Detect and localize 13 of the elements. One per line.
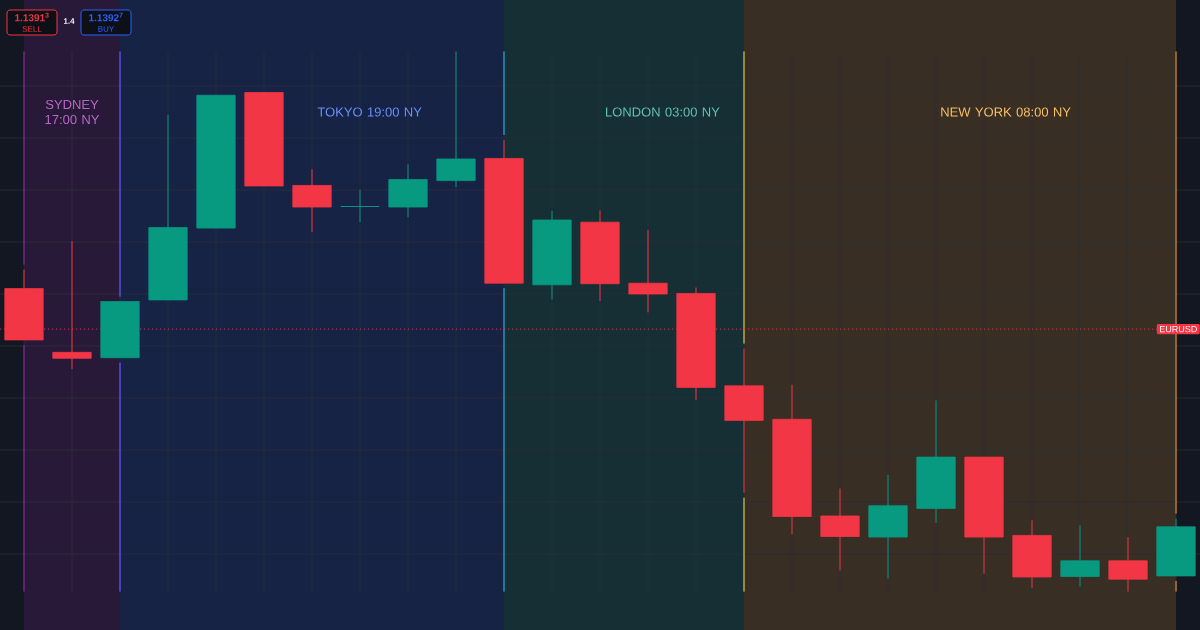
ref-line-label: EURUSD xyxy=(1160,325,1197,333)
candlestick xyxy=(340,189,380,223)
text: 1.1391$^{3}$ xyxy=(15,12,49,22)
text: BUY xyxy=(98,26,115,32)
text: 1.1392$^{7}$ xyxy=(89,12,123,22)
annotation: NEW YORK 08:00 NY xyxy=(941,107,1071,117)
annotation: SYDNEY 17:00 NY xyxy=(45,99,100,125)
candlestick xyxy=(628,229,668,313)
text: SELL xyxy=(22,26,42,32)
text: 1.4 xyxy=(63,18,75,24)
candlestick xyxy=(52,240,92,370)
annotation: TOKYO 19:00 NY xyxy=(317,107,422,117)
annotation: LONDON 03:00 NY xyxy=(606,107,720,117)
